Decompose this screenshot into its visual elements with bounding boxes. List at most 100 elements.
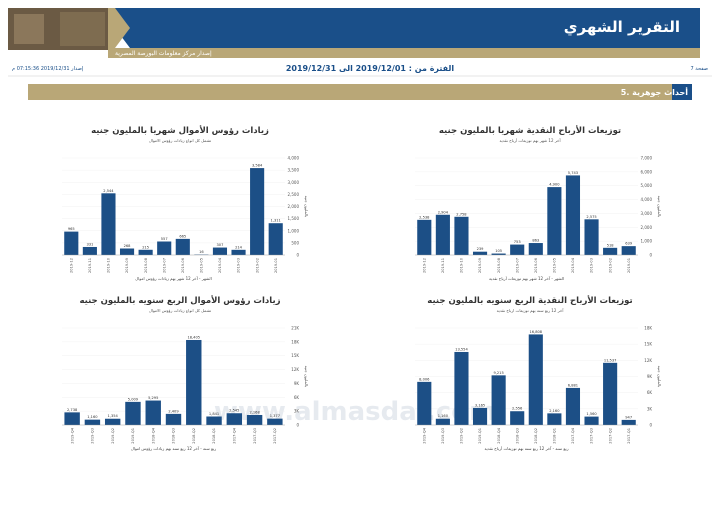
value-label: 13,554 (455, 347, 468, 351)
value-label: 1,560 (586, 412, 597, 416)
value-label: 947 (625, 415, 632, 419)
value-label: 2,556 (512, 407, 523, 411)
y-tick-label: 1,000 (288, 228, 300, 233)
x-tick-label: 2017-Q2 (608, 428, 612, 444)
x-tick-label: 2017-Q1 (627, 428, 631, 444)
value-label: 2,545 (229, 409, 239, 413)
bar (417, 381, 432, 425)
value-label: 2,160 (549, 409, 560, 413)
x-tick-label: 2017-Q3 (253, 428, 257, 444)
x-tick-label: 2018-Q4 (497, 427, 501, 443)
x-tick-label: 2018-Q1 (553, 428, 557, 444)
period: الفترة من : 2019/12/01 الى 2019/12/31 (286, 64, 455, 73)
x-tick-label: 2018-Q4 (151, 427, 155, 443)
value-label: 2,738 (67, 408, 78, 412)
bar (454, 351, 469, 425)
x-tick-label: 2019-07 (162, 258, 166, 273)
y-tick-label: 12K (291, 367, 299, 372)
bar (472, 407, 488, 425)
y-tick-label: 500 (291, 240, 299, 245)
x-tick-label: 2019-Q4 (70, 427, 74, 443)
bar (175, 238, 190, 255)
value-label: 11,537 (604, 358, 617, 362)
bar (584, 416, 599, 425)
x-tick-label: 2019-10 (460, 257, 464, 273)
bar (82, 246, 97, 255)
issue-date: إصدار 2019/12/31 07:15:36 م (12, 66, 84, 72)
x-tick-label: 2019-06 (534, 257, 538, 273)
bar (125, 401, 141, 425)
x-tick-label: 2019-03 (237, 258, 241, 273)
value-label: 1,160 (87, 415, 98, 419)
x-tick-label: 2018-Q2 (534, 428, 538, 444)
x-axis-title: ربع سنه - آخر 12 ربع سنه بهم توزيعات أرب… (484, 446, 568, 451)
photo-detail (14, 14, 44, 44)
bar (246, 414, 263, 425)
bar (206, 416, 222, 425)
chart-subtitle: تشمل كل انواع زيادات رؤوس الاموال (149, 138, 211, 143)
bar (491, 375, 506, 425)
bar (435, 418, 450, 425)
x-tick-label: 2019-02 (255, 258, 259, 273)
value-label: 4,900 (549, 183, 560, 187)
value-label: 863 (532, 239, 539, 243)
y-tick-label: 4,000 (641, 197, 653, 202)
x-tick-label: 2019-12 (422, 258, 426, 273)
x-tick-label: 2017-Q3 (590, 428, 594, 444)
value-label: 6,881 (568, 383, 578, 387)
bar (584, 219, 599, 255)
x-tick-label: 2019-11 (441, 258, 445, 273)
bar (454, 216, 469, 255)
x-tick-label: 2019-Q2 (111, 428, 115, 444)
value-label: 1,354 (108, 414, 119, 418)
x-tick-label: 2019-05 (200, 258, 204, 273)
x-tick-label: 2019-12 (69, 258, 73, 273)
x-tick-label: 2019-06 (181, 257, 185, 273)
y-tick-label: 18K (291, 339, 299, 344)
x-tick-label: 2019-Q4 (422, 427, 426, 443)
y-tick-label: 0 (649, 253, 652, 258)
value-label: 5,009 (128, 397, 139, 401)
section-title: 5. أحداث جوهرية (621, 87, 689, 97)
bar (165, 413, 182, 425)
bar (547, 413, 562, 425)
value-label: 1,841 (209, 412, 219, 416)
y-tick-label: 3,500 (288, 168, 300, 173)
x-axis-title: الشهر - آخر 12 شهر بهم زيادات رؤوس اموال (135, 276, 211, 281)
value-label: 3,584 (252, 164, 263, 168)
x-tick-label: 2019-08 (497, 257, 501, 273)
x-tick-label: 2018-Q1 (212, 428, 216, 444)
y-tick-label: 7,000 (641, 156, 653, 161)
bar (603, 362, 618, 425)
value-label: 307 (217, 243, 224, 247)
bar (491, 253, 506, 255)
chart-title: زيادات رؤوس الأموال الربع سنويه بالمليون… (79, 295, 280, 306)
bar (64, 412, 80, 425)
bar (101, 193, 116, 255)
header-strip (108, 48, 700, 58)
value-label: 2,575 (586, 215, 596, 219)
y-tick-label: 18K (644, 326, 652, 331)
y-tick-label: 21K (291, 326, 299, 331)
value-label: 665 (179, 234, 186, 238)
value-label: 18,405 (187, 335, 200, 339)
x-tick-label: 2017-Q4 (571, 427, 575, 443)
value-label: 9,215 (493, 371, 503, 375)
value-label: 2,758 (456, 212, 467, 216)
value-label: 1,160 (438, 414, 449, 418)
chart-subtitle: تشمل كل انواع زيادات رؤوس الاموال (149, 308, 211, 313)
x-tick-label: 2019-Q3 (91, 428, 95, 444)
y-tick-label: 6K (294, 395, 300, 400)
value-label: 518 (607, 243, 615, 247)
x-tick-label: 2019-01 (627, 258, 631, 273)
section-bar (28, 84, 692, 100)
y-tick-label: 9K (294, 381, 300, 386)
banner-accent (108, 8, 130, 48)
value-label: 268 (124, 244, 132, 248)
x-tick-label: 2019-09 (478, 257, 482, 273)
x-tick-label: 2018-Q3 (172, 428, 176, 444)
x-tick-label: 2018-Q3 (515, 428, 519, 444)
value-label: 753 (514, 240, 521, 244)
y-tick-label: 0 (296, 253, 299, 258)
value-label: 965 (68, 227, 75, 231)
